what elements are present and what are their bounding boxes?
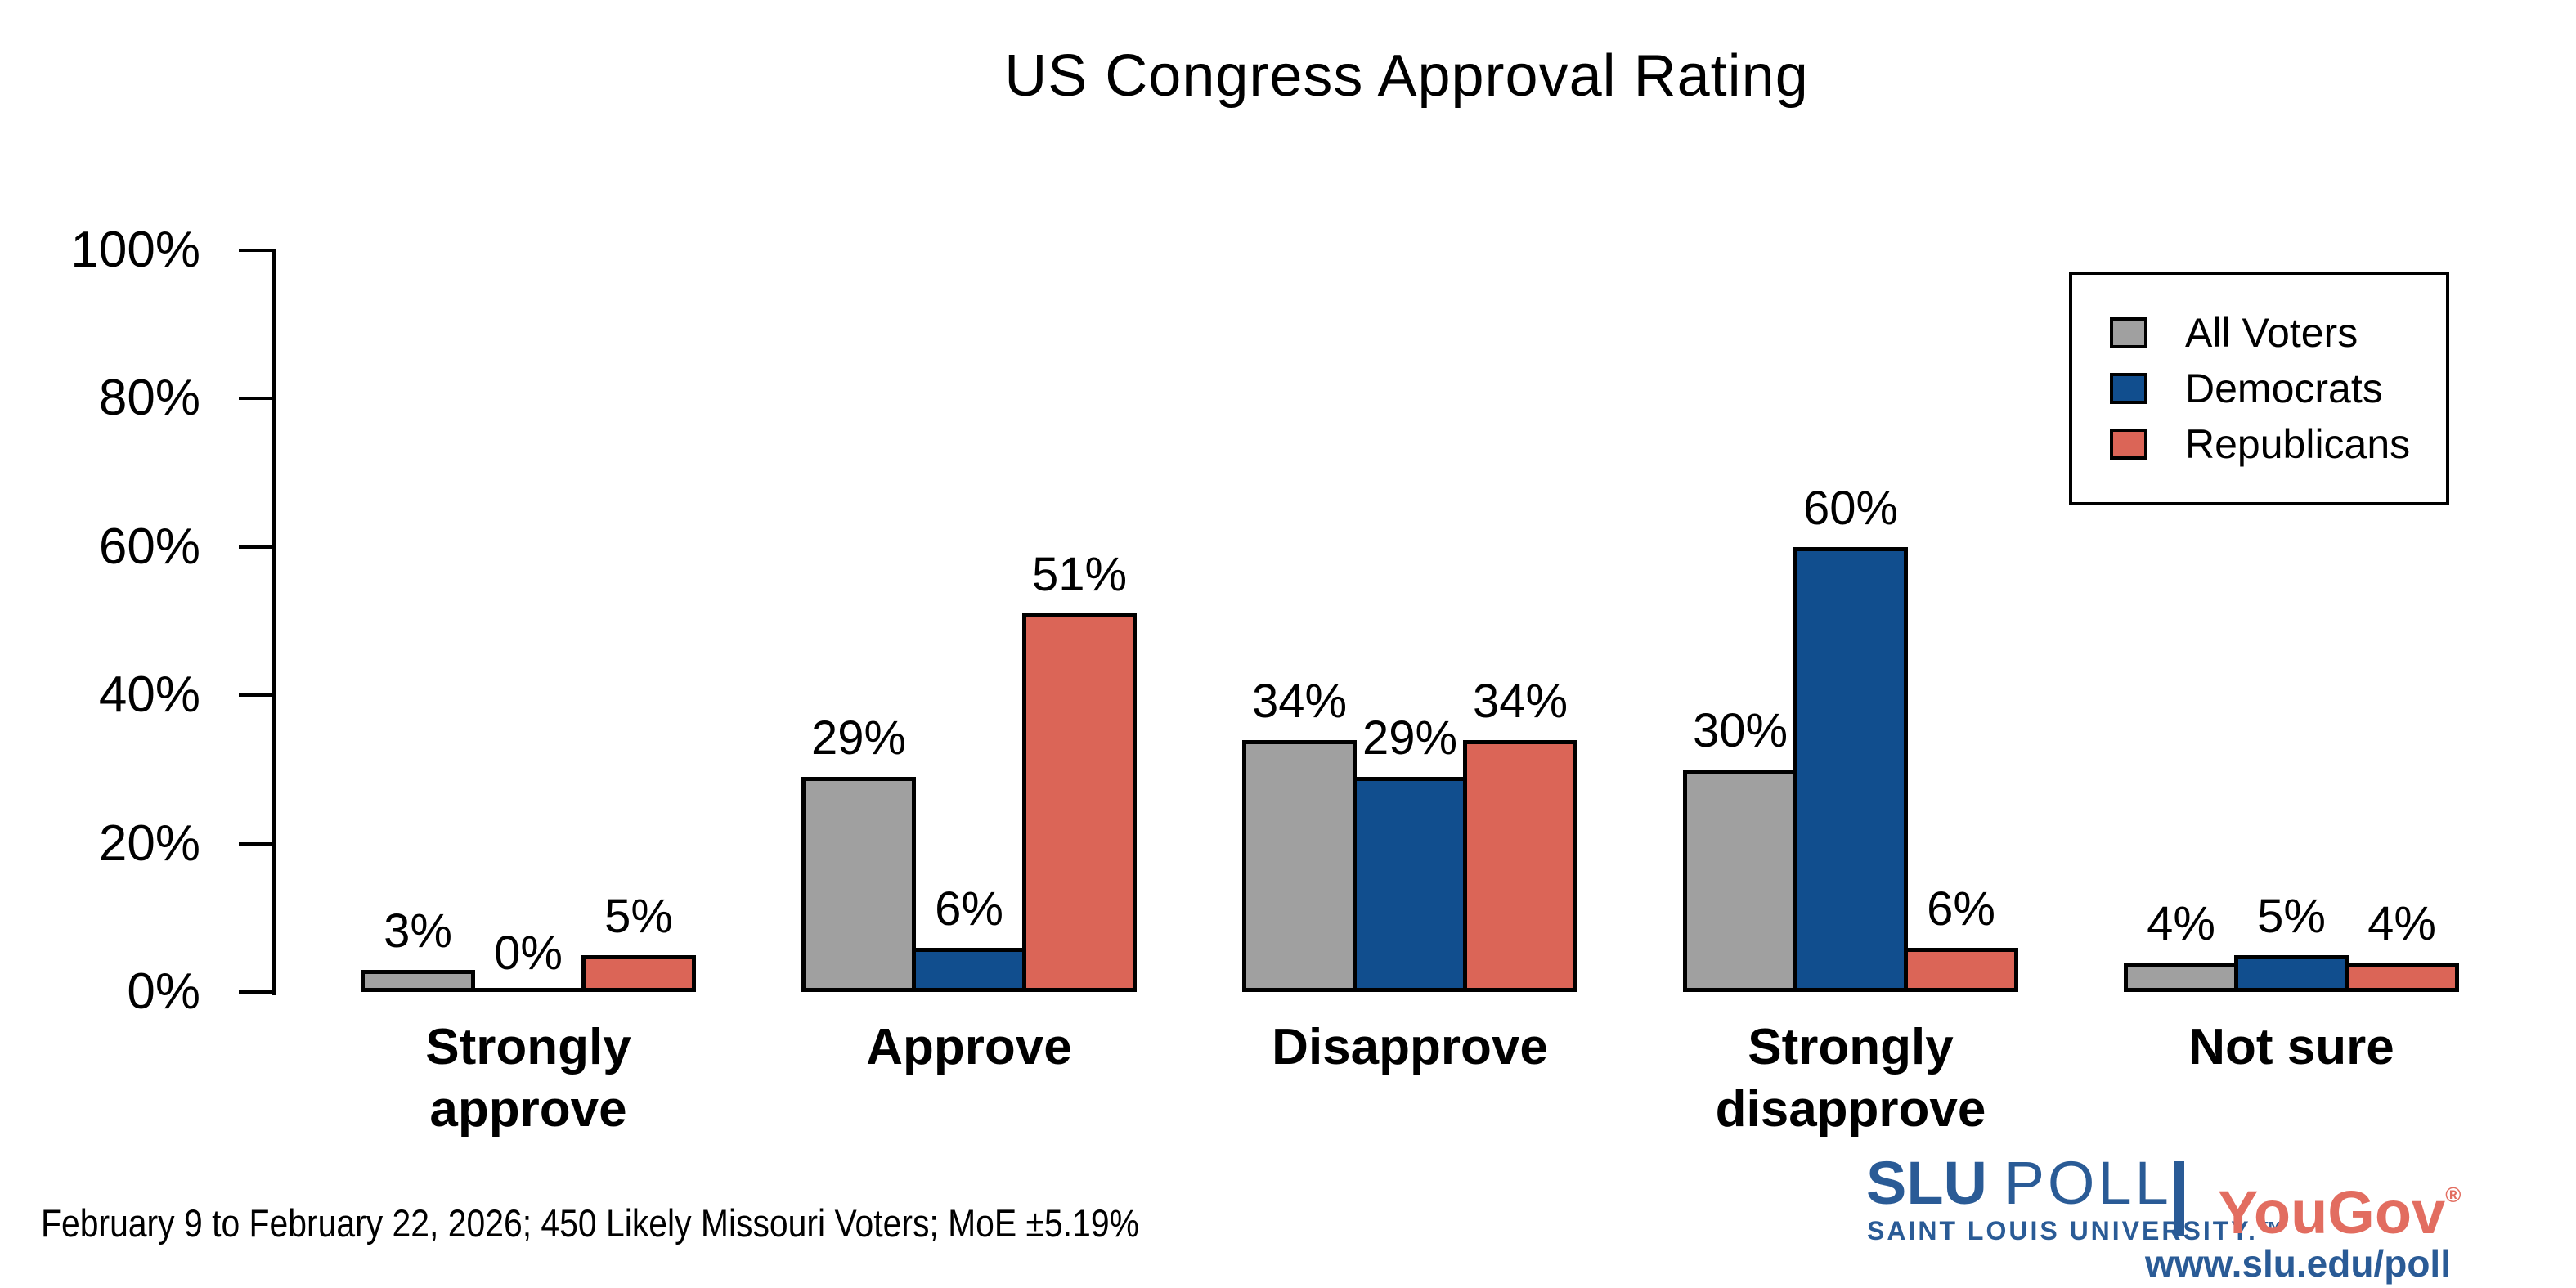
bar-value-label: 5% <box>604 890 673 943</box>
bar-democrats-3 <box>1793 547 1908 992</box>
slu-poll-logo: SLU POLL <box>1866 1153 2172 1214</box>
bar-democrats-2 <box>1353 777 1467 992</box>
bar-republicans-4 <box>2345 963 2459 992</box>
group-baseline <box>801 988 1137 992</box>
y-tick-label: 80% <box>98 370 200 426</box>
bar-value-label: 6% <box>935 882 1003 936</box>
category-label: Disapprove <box>1272 1019 1548 1075</box>
slu-subtitle: SAINT LOUIS UNIVERSITY.™ <box>1867 1216 2287 1245</box>
legend-label: Republicans <box>2185 421 2411 467</box>
bar-all-voters-4 <box>2124 963 2238 992</box>
legend-item: Republicans <box>2110 424 2430 464</box>
bar-value-label: 6% <box>1927 882 1995 936</box>
bar-value-label: 4% <box>2367 897 2436 950</box>
y-tick-label: 40% <box>98 666 200 723</box>
group-baseline <box>361 988 696 992</box>
legend-item: Democrats <box>2110 368 2430 409</box>
yougov-text: YouGov <box>2218 1178 2446 1246</box>
bar-value-label: 51% <box>1031 548 1128 601</box>
legend-label: Democrats <box>2185 366 2383 411</box>
poll-logo-text: POLL <box>2004 1149 2172 1217</box>
bar-democrats-1 <box>912 948 1026 992</box>
bar-republicans-0 <box>581 955 696 992</box>
bar-republicans-2 <box>1463 740 1577 992</box>
y-tick-label: 20% <box>98 815 200 872</box>
legend-swatch <box>2110 429 2147 460</box>
y-tick-label: 0% <box>127 963 200 1020</box>
chart-title: US Congress Approval Rating <box>1004 43 1809 109</box>
y-axis-line <box>272 249 276 995</box>
registered-mark: ® <box>2445 1183 2462 1207</box>
yougov-logo: YouGov® <box>2218 1165 2461 1243</box>
footer-note: February 9 to February 22, 2026; 450 Lik… <box>41 1201 1139 1245</box>
bar-all-voters-1 <box>801 777 916 992</box>
category-label: Not sure <box>2188 1019 2394 1075</box>
legend: All Voters Democrats Republicans <box>2069 272 2449 505</box>
bar-value-label: 34% <box>1472 675 1568 728</box>
slu-url: www.slu.edu/poll <box>2145 1242 2451 1285</box>
group-baseline <box>1683 988 2018 992</box>
y-tick <box>239 545 276 549</box>
bar-republicans-1 <box>1022 613 1137 992</box>
bar-all-voters-2 <box>1242 740 1357 992</box>
group-baseline <box>1242 988 1577 992</box>
y-tick <box>239 842 276 846</box>
legend-label: All Voters <box>2185 310 2358 356</box>
bar-value-label: 34% <box>1251 675 1348 728</box>
bar-value-label: 0% <box>494 927 563 980</box>
group-baseline <box>2124 988 2459 992</box>
bar-value-label: 3% <box>384 904 452 958</box>
y-tick <box>239 397 276 400</box>
bar-republicans-3 <box>1904 948 2018 992</box>
legend-swatch <box>2110 373 2147 404</box>
bar-value-label: 30% <box>1692 704 1788 757</box>
y-tick <box>239 990 276 994</box>
bar-value-label: 5% <box>2257 890 2326 943</box>
bar-value-label: 4% <box>2147 897 2215 950</box>
category-label: Approve <box>866 1019 1072 1075</box>
bar-value-label: 29% <box>1362 711 1458 765</box>
y-tick-label: 100% <box>70 222 200 278</box>
category-label: Strongly disapprove <box>1715 1019 1986 1138</box>
bar-value-label: 60% <box>1802 482 1899 535</box>
y-tick-label: 60% <box>98 518 200 575</box>
bar-democrats-4 <box>2234 955 2349 992</box>
category-label: Strongly approve <box>425 1019 631 1138</box>
y-tick <box>239 693 276 697</box>
y-tick <box>239 249 276 252</box>
bar-value-label: 29% <box>810 711 907 765</box>
legend-item: All Voters <box>2110 312 2430 353</box>
legend-swatch <box>2110 317 2147 348</box>
slu-logo-text: SLU <box>1866 1149 2004 1217</box>
logo-divider <box>2174 1161 2184 1236</box>
bar-all-voters-3 <box>1683 770 1797 992</box>
